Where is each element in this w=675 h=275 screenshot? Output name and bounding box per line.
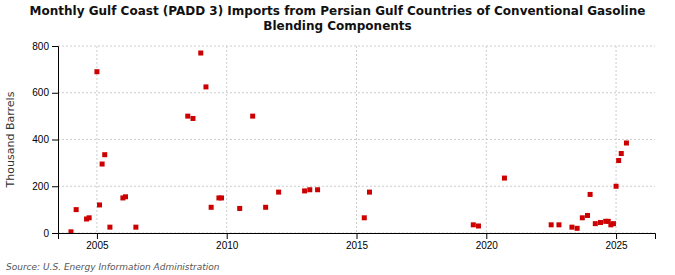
tick-mark — [52, 233, 58, 234]
tick-mark — [52, 140, 58, 141]
y-axis-title: Thousand Barrels — [4, 91, 17, 188]
point — [263, 205, 268, 210]
point — [502, 176, 507, 181]
point — [624, 141, 629, 146]
point — [94, 69, 99, 74]
tick: 0 — [43, 228, 58, 239]
tick-mark — [52, 93, 58, 94]
point — [598, 220, 603, 225]
tick: 2015 — [346, 233, 369, 251]
point — [250, 114, 255, 119]
tick-label: 800 — [32, 41, 49, 52]
grid-line — [226, 46, 227, 233]
tick-label: 2025 — [605, 240, 628, 251]
tick-mark — [486, 233, 487, 239]
tick-mark — [357, 233, 358, 239]
point — [123, 194, 128, 199]
point — [580, 215, 585, 220]
plot: 2005 2010 2015 2020 2025 0 200 400 600 800 — [32, 41, 655, 251]
point — [585, 213, 590, 218]
x-axis: 2005 2010 2015 2020 2025 — [59, 233, 656, 251]
tick: 400 — [32, 134, 58, 145]
point — [614, 184, 619, 189]
point — [569, 225, 574, 230]
point — [315, 187, 320, 192]
tick-mark — [227, 233, 228, 239]
point — [198, 51, 203, 56]
tick: 2025 — [605, 233, 628, 251]
axis-line — [59, 234, 656, 240]
axis-line — [52, 47, 59, 234]
tick: 600 — [32, 87, 58, 98]
point — [367, 190, 372, 195]
point — [302, 188, 307, 193]
y-axis: 0 200 400 600 800 — [32, 41, 58, 239]
tick-mark — [52, 46, 58, 47]
point — [74, 207, 79, 212]
point — [190, 116, 195, 121]
tick-label: 0 — [43, 228, 49, 239]
point — [100, 162, 105, 167]
tick-mark — [97, 233, 98, 239]
title: Monthly Gulf Coast (PADD 3) Imports from… — [30, 4, 646, 33]
tick: 2020 — [476, 233, 499, 251]
point — [87, 215, 92, 220]
point — [68, 229, 73, 233]
point — [219, 195, 224, 200]
point — [575, 226, 580, 231]
tick-label: 2020 — [476, 240, 499, 251]
point — [616, 158, 621, 163]
tick: 2005 — [86, 233, 109, 251]
point — [307, 187, 312, 192]
point — [471, 222, 476, 227]
point — [611, 221, 616, 226]
tick-mark — [52, 186, 58, 187]
point — [476, 223, 481, 228]
point — [549, 222, 554, 227]
tick-label: 600 — [32, 87, 49, 98]
point — [102, 152, 107, 157]
points — [68, 51, 628, 233]
tick-label: 2015 — [346, 240, 369, 251]
tick-label: 2010 — [216, 240, 239, 251]
point — [556, 222, 561, 227]
point — [97, 202, 102, 207]
point — [133, 225, 138, 230]
point — [276, 190, 281, 195]
grid-line — [58, 92, 655, 93]
grid-line — [486, 46, 487, 233]
point — [593, 221, 598, 226]
point — [362, 215, 367, 220]
point — [203, 84, 208, 89]
point — [209, 205, 214, 210]
grid-line — [616, 46, 617, 233]
point — [107, 225, 112, 230]
tick: 2010 — [216, 233, 239, 251]
tick: 800 — [32, 41, 58, 52]
point — [619, 151, 624, 156]
source: Source: U.S. Energy Information Administ… — [6, 262, 220, 272]
point — [185, 114, 190, 119]
point — [237, 206, 242, 211]
tick-label: 200 — [32, 181, 49, 192]
grid-line — [356, 46, 357, 233]
tick-label: 2005 — [86, 240, 109, 251]
chart: 2005 2010 2015 2020 2025 0 200 400 600 800 Monthly… — [0, 0, 675, 275]
grid — [58, 46, 655, 233]
tick: 200 — [32, 181, 58, 192]
tick-mark — [616, 233, 617, 239]
point — [588, 192, 593, 197]
tick-label: 400 — [32, 134, 49, 145]
